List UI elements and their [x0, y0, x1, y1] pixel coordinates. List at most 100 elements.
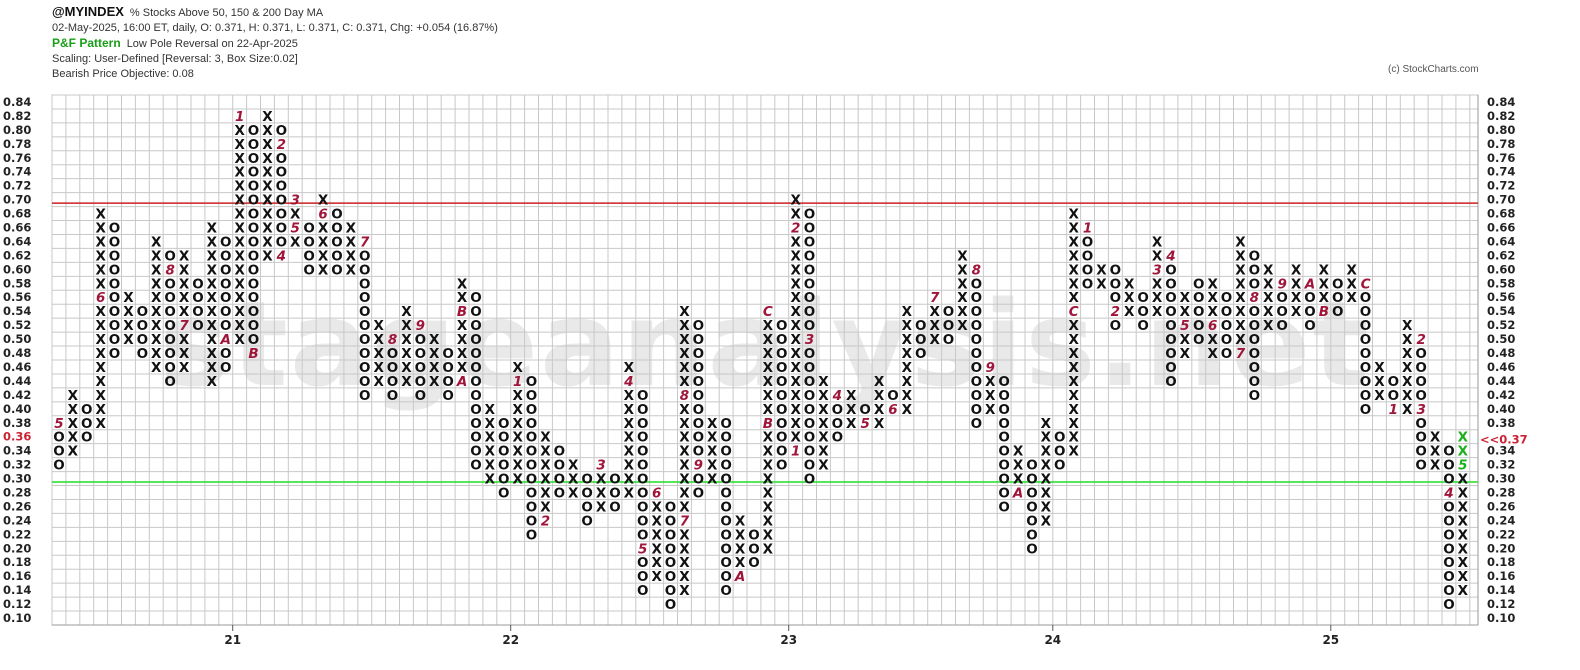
o-box: O: [1360, 318, 1371, 334]
o-box: O: [915, 318, 926, 334]
o-box: O: [720, 527, 731, 543]
y-tick-label-left: 0.54: [3, 304, 31, 318]
x-box: X: [624, 360, 635, 376]
x-box: X: [95, 234, 106, 250]
o-box: O: [804, 458, 815, 474]
x-box: X: [902, 374, 913, 390]
x-box: X: [457, 346, 468, 362]
x-box: X: [790, 374, 801, 390]
x-box: X: [790, 402, 801, 418]
x-box: X: [346, 262, 357, 278]
x-box: X: [1430, 430, 1441, 446]
y-tick-label-left: 0.78: [3, 137, 31, 151]
x-box: X: [262, 151, 273, 167]
o-box: O: [859, 402, 870, 418]
index-description: % Stocks Above 50, 150 & 200 Day MA: [129, 7, 324, 19]
o-box: O: [415, 388, 426, 404]
x-box: X: [818, 388, 829, 404]
x-box: X: [818, 458, 829, 474]
x-box: X: [95, 374, 106, 390]
x-box: X: [234, 165, 245, 181]
x-box: X: [151, 276, 162, 292]
o-box: O: [470, 444, 481, 460]
o-box: O: [1165, 318, 1176, 334]
y-tick-label-right: 0.12: [1487, 597, 1515, 611]
pnf-column: 1OO: [1388, 374, 1399, 418]
o-box: O: [470, 304, 481, 320]
x-box: X: [1068, 444, 1079, 460]
y-tick-label-right: 0.64: [1487, 234, 1515, 248]
x-box: X: [1458, 583, 1469, 599]
o-box: O: [109, 290, 120, 306]
x-box: X: [1180, 290, 1191, 306]
x-box: X: [624, 416, 635, 432]
month-marker: 3: [1152, 262, 1161, 278]
x-box: X: [790, 290, 801, 306]
x-box: X: [1068, 332, 1079, 348]
month-marker: 7: [360, 234, 370, 250]
x-box: X: [679, 569, 690, 585]
x-box: X: [679, 374, 690, 390]
x-box: X: [68, 444, 79, 460]
x-box: X: [679, 402, 690, 418]
x-box: X: [95, 248, 106, 264]
o-box: O: [971, 346, 982, 362]
o-box: O: [192, 276, 203, 292]
o-box: O: [998, 374, 1009, 390]
o-box: O: [1026, 458, 1037, 474]
x-box: X: [1068, 318, 1079, 334]
o-box: O: [303, 221, 314, 237]
x-box: X: [151, 318, 162, 334]
x-box: X: [262, 207, 273, 223]
x-box: X: [985, 402, 996, 418]
o-box: O: [470, 374, 481, 390]
o-box: O: [1332, 290, 1343, 306]
o-box: O: [359, 332, 370, 348]
o-box: O: [748, 541, 759, 557]
month-marker: 8: [388, 332, 397, 348]
x-box: X: [735, 513, 746, 529]
x-box: X: [902, 332, 913, 348]
o-box: O: [1221, 332, 1232, 348]
o-box: O: [220, 290, 231, 306]
o-box: O: [220, 234, 231, 250]
x-box: X: [262, 179, 273, 195]
o-box: O: [1137, 318, 1148, 334]
x-box: X: [262, 165, 273, 181]
o-box: O: [1221, 290, 1232, 306]
o-box: O: [804, 207, 815, 223]
y-tick-label-left: 0.76: [3, 151, 31, 165]
x-box: X: [207, 304, 218, 320]
o-box: O: [1415, 374, 1426, 390]
month-marker: 3: [596, 458, 605, 474]
o-box: O: [442, 388, 453, 404]
o-box: O: [526, 388, 537, 404]
o-box: O: [998, 499, 1009, 515]
month-marker: 5: [1458, 458, 1467, 474]
x-box: X: [763, 318, 774, 334]
o-box: O: [1415, 346, 1426, 362]
x-box: X: [790, 262, 801, 278]
o-box: O: [359, 318, 370, 334]
x-box: X: [1263, 318, 1274, 334]
o-box: O: [776, 318, 787, 334]
o-box: O: [109, 248, 120, 264]
o-box: O: [109, 346, 120, 362]
y-tick-label-left: 0.80: [3, 123, 31, 137]
x-box: X: [790, 388, 801, 404]
o-box: O: [1110, 262, 1121, 278]
o-box: O: [526, 472, 537, 488]
